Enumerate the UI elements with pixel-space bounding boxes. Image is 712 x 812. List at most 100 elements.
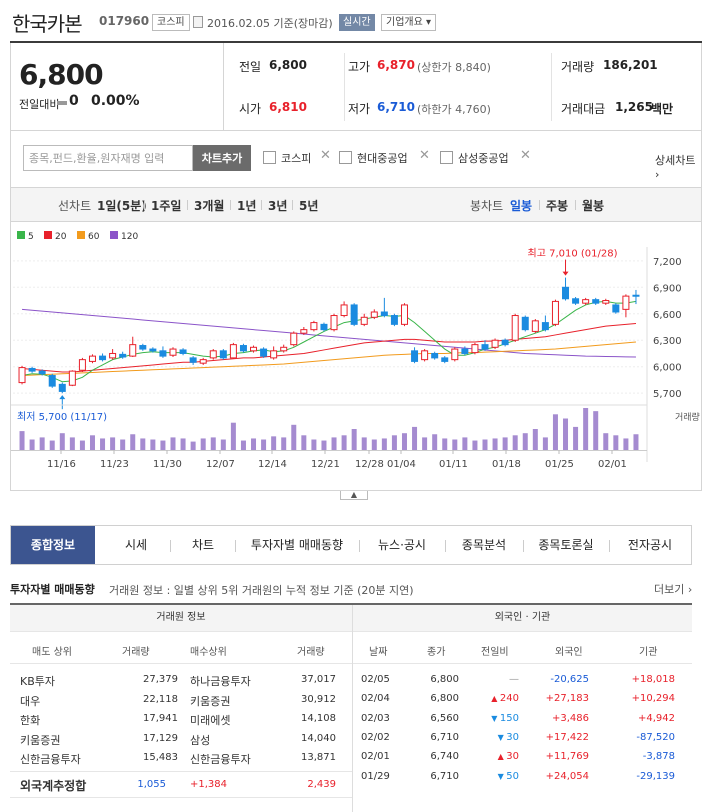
tab-3month[interactable]: 3개월 xyxy=(194,199,225,213)
broker-header: 매도 상위 xyxy=(32,647,72,658)
remove-icon[interactable]: ✕ xyxy=(320,148,331,163)
tab-monthly[interactable]: 월봉 xyxy=(582,199,605,213)
upper-limit: (상한가 8,840) xyxy=(417,61,491,74)
candle-body xyxy=(501,339,509,346)
row-divider xyxy=(10,663,352,664)
y-tick-label: 6,900 xyxy=(653,283,682,294)
x-tick-label: 01/11 xyxy=(439,459,468,470)
row-change-value: 30 xyxy=(506,731,519,743)
header-divider xyxy=(10,41,702,43)
compare-search-input[interactable] xyxy=(23,145,193,171)
tab-1week[interactable]: 1주일 xyxy=(151,199,182,213)
legend-swatch xyxy=(77,231,85,239)
tab-divider xyxy=(539,200,540,210)
tab-divider xyxy=(144,200,145,210)
candle-body xyxy=(18,367,26,384)
foreign-inst-header: 외국인 xyxy=(555,647,583,658)
compare-label-kospi: 코스피 xyxy=(281,152,312,165)
tab-overview[interactable]: 종합정보 xyxy=(11,526,95,564)
row-foreign: +3,486 xyxy=(551,712,589,724)
price-chart-svg: 5 20 60 120 7,200 6,900 6,600 6,300 6,000 5,700 최고… xyxy=(11,231,700,470)
stock-name: 한국카본 xyxy=(12,12,83,36)
volume-bar xyxy=(391,435,397,450)
chevron-right-icon: › xyxy=(687,583,693,596)
row-change: ▼ 150 xyxy=(463,713,519,724)
volume-bar xyxy=(170,437,176,450)
open-value: 6,810 xyxy=(269,100,307,114)
volume-bar xyxy=(492,438,498,450)
tab-chart[interactable]: 차트 xyxy=(191,538,215,552)
volume-bar xyxy=(331,437,337,450)
candle-body xyxy=(320,323,328,331)
tab-quote[interactable]: 시세 xyxy=(124,538,148,552)
legend-label: 5 xyxy=(28,232,34,242)
row-institution: -87,520 xyxy=(636,731,675,743)
add-chart-button[interactable]: 차트추가 xyxy=(193,145,251,171)
change-label: 전일대비 xyxy=(19,98,60,111)
up-arrow-icon: ▲ xyxy=(491,694,500,704)
remove-icon[interactable]: ✕ xyxy=(520,148,531,163)
table-column-divider xyxy=(352,605,353,812)
volume-bar xyxy=(401,433,407,450)
tab-1day[interactable]: 1일(5분) xyxy=(97,199,147,213)
realtime-button[interactable]: 실시간 xyxy=(339,14,375,31)
candle-body xyxy=(411,350,419,362)
stock-code: 017960 xyxy=(99,14,150,28)
broker-sell-name: 키움증권 xyxy=(20,733,61,747)
volume-bar xyxy=(59,433,65,450)
amount-unit: 백만 xyxy=(651,102,674,116)
row-foreign: +11,769 xyxy=(545,751,589,763)
legend-swatch xyxy=(17,231,25,239)
more-link[interactable]: 더보기 › xyxy=(654,581,692,597)
compare-checkbox-kospi[interactable] xyxy=(263,151,276,164)
volume-bar xyxy=(593,411,599,450)
tab-daily[interactable]: 일봉 xyxy=(510,199,533,213)
tab-5year[interactable]: 5년 xyxy=(299,199,319,213)
x-tick-label: 01/18 xyxy=(492,459,521,470)
volume-bar xyxy=(573,426,579,450)
remove-icon[interactable]: ✕ xyxy=(419,148,430,163)
tab-divider xyxy=(261,200,262,210)
lower-limit: (하한가 4,760) xyxy=(417,103,491,116)
more-label: 더보기 xyxy=(654,583,685,596)
tab-3year[interactable]: 3년 xyxy=(268,199,288,213)
row-change: ▲ 240 xyxy=(463,693,519,704)
tab-discussion[interactable]: 종목토론실 xyxy=(538,538,594,552)
candle-body xyxy=(300,329,308,334)
tab-news[interactable]: 뉴스·공시 xyxy=(378,538,426,552)
candle-body xyxy=(48,375,56,387)
candle-chart-label: 봉차트 xyxy=(470,199,504,213)
candle-body xyxy=(99,355,107,361)
legend-swatch xyxy=(110,231,118,239)
volume-bar xyxy=(301,435,307,450)
tab-weekly[interactable]: 주봉 xyxy=(546,199,569,213)
volume-bar xyxy=(442,438,448,450)
high-label: 고가 xyxy=(348,60,371,74)
volume-bar xyxy=(341,435,347,450)
compare-checkbox-shi[interactable] xyxy=(440,151,453,164)
volume-bar xyxy=(240,440,246,450)
x-tick-label: 01/25 xyxy=(545,459,574,470)
tab-disclosure[interactable]: 전자공시 xyxy=(627,538,673,552)
current-price: 6,800 xyxy=(19,58,104,91)
foreign-inst-header: 전일비 xyxy=(481,647,509,658)
row-close: 6,710 xyxy=(430,731,459,743)
compare-checkbox-hhi[interactable] xyxy=(339,151,352,164)
low-label: 저가 xyxy=(348,102,371,116)
volume-bar xyxy=(371,439,377,450)
tab-1year[interactable]: 1년 xyxy=(237,199,257,213)
row-change: ▼ 50 xyxy=(463,771,519,782)
legend-label: 60 xyxy=(88,232,100,242)
volume-label: 거래량 xyxy=(561,60,595,74)
tab-analysis[interactable]: 종목분석 xyxy=(461,538,507,552)
min-arrow-head xyxy=(59,395,66,400)
detail-chart-link[interactable]: 상세차트 › xyxy=(655,152,701,181)
volume-bar xyxy=(512,435,518,450)
chevron-down-icon: ▾ xyxy=(426,17,432,28)
row-foreign: +27,183 xyxy=(545,693,589,705)
collapse-chart-button[interactable]: ▲ xyxy=(340,491,368,500)
tab-investor[interactable]: 투자자별 매매동향 xyxy=(250,538,344,552)
company-overview-button[interactable]: 기업개요 ▾ xyxy=(381,14,437,31)
candle-body xyxy=(159,350,167,357)
price-chart[interactable]: 5 20 60 120 7,200 6,900 6,600 6,300 6,000 5,700 최고… xyxy=(10,222,702,490)
